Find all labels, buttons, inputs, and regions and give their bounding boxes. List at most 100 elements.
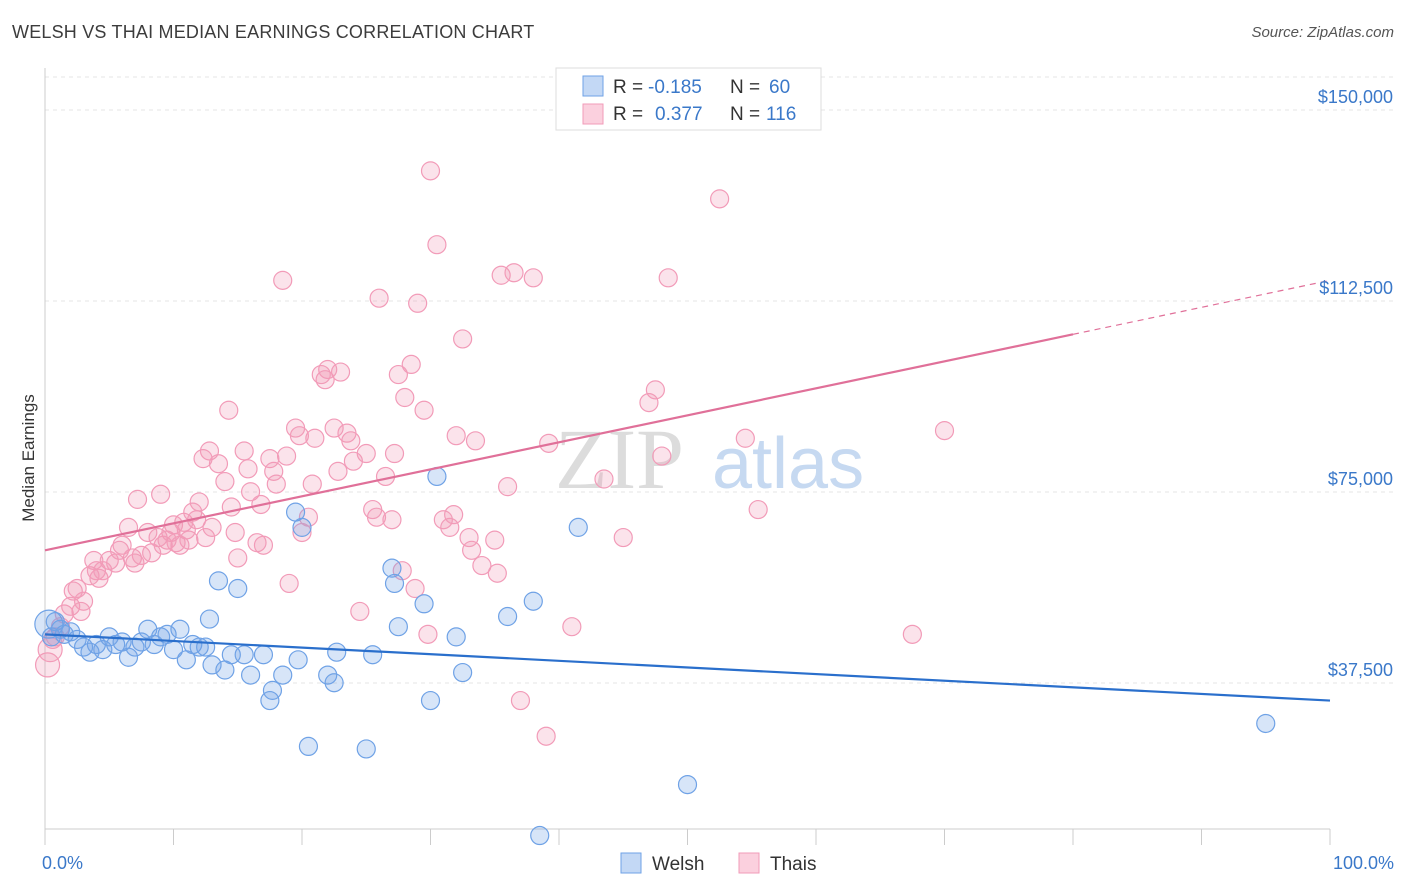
thais-point xyxy=(748,499,768,520)
thais-point xyxy=(127,489,148,509)
thais-point xyxy=(388,364,408,385)
thais-point xyxy=(193,449,213,469)
thais-point xyxy=(305,428,325,448)
welsh-point xyxy=(356,739,376,759)
thais-point xyxy=(34,652,61,678)
thais-point xyxy=(189,492,209,512)
thais-point xyxy=(179,530,199,550)
thais-trendline xyxy=(44,333,1074,552)
welsh-point xyxy=(420,690,441,711)
source-label: Source: ZipAtlas.com xyxy=(1251,24,1394,41)
welsh-point xyxy=(530,825,550,846)
thais-point xyxy=(382,510,402,530)
thais-points xyxy=(34,161,955,746)
watermark-zip: ZIP xyxy=(555,411,684,507)
welsh-point xyxy=(388,617,408,637)
thais-point xyxy=(330,362,351,382)
thais-point xyxy=(645,380,665,400)
welsh-point xyxy=(202,655,222,675)
thais-point xyxy=(366,507,387,527)
welsh-point xyxy=(170,619,190,639)
thais-point xyxy=(504,263,524,283)
thais-point xyxy=(228,548,248,568)
welsh-point xyxy=(228,578,248,599)
welsh-point xyxy=(363,645,383,665)
thais-point xyxy=(465,431,486,451)
thais-point xyxy=(151,484,171,504)
thais-point xyxy=(238,459,258,479)
welsh-point xyxy=(298,736,319,757)
thais-trendline-extension xyxy=(1072,279,1331,335)
thais-point xyxy=(536,726,556,746)
x-tick-right: 100.0% xyxy=(1333,853,1394,873)
welsh-point xyxy=(498,606,518,627)
legend-n-label-thais: N = xyxy=(730,104,760,125)
thais-point xyxy=(61,596,81,616)
thais-point xyxy=(311,364,331,385)
thais-point xyxy=(498,477,518,497)
welsh-point xyxy=(241,665,261,685)
thais-point xyxy=(273,270,293,290)
thais-point xyxy=(215,471,235,492)
y-axis-label: Median Earnings xyxy=(19,394,38,522)
thais-point xyxy=(427,235,447,255)
thais-point xyxy=(112,535,132,555)
y-tick-label: $75,000 xyxy=(1328,469,1393,489)
thais-point xyxy=(350,601,370,622)
thais-point xyxy=(298,507,319,527)
y-tick-label: $37,500 xyxy=(1328,660,1393,680)
legend-r-label-thais: R = xyxy=(613,104,643,125)
welsh-point xyxy=(118,647,139,667)
thais-point xyxy=(652,446,672,466)
thais-point xyxy=(302,474,322,494)
thais-point xyxy=(202,517,222,537)
thais-point xyxy=(408,293,428,313)
thais-point xyxy=(414,400,434,420)
welsh-point xyxy=(273,665,293,685)
thais-point xyxy=(276,446,297,466)
y-tick-label: $150,000 xyxy=(1318,87,1393,107)
thais-point xyxy=(453,329,473,349)
legend-swatch-welsh xyxy=(582,75,604,97)
chart-title: WELSH VS THAI MEDIAN EARNINGS CORRELATIO… xyxy=(12,22,535,42)
welsh-point xyxy=(324,673,344,693)
thais-point xyxy=(735,428,755,448)
thais-point xyxy=(485,530,505,550)
thais-point xyxy=(208,454,229,474)
grid-lines xyxy=(45,76,1395,684)
y-tick-label: $112,500 xyxy=(1319,278,1393,298)
legend-n-label-welsh: N = xyxy=(730,77,760,98)
thais-point xyxy=(523,268,543,288)
y-tick-labels: $37,500 $75,000 $112,500 $150,000 xyxy=(1318,87,1393,680)
thais-point xyxy=(341,431,361,451)
watermark-atlas: atlas xyxy=(712,424,864,504)
legend-r-label-welsh: R = xyxy=(613,77,643,98)
welsh-point xyxy=(327,642,347,662)
thais-point xyxy=(395,387,415,408)
thais-point xyxy=(401,354,421,374)
thais-point xyxy=(710,189,730,209)
thais-point xyxy=(219,400,239,420)
thais-point xyxy=(562,617,582,637)
thais-point xyxy=(324,418,344,438)
welsh-point xyxy=(523,591,543,611)
thais-point xyxy=(384,443,405,464)
thais-point xyxy=(234,441,254,461)
thais-point xyxy=(418,624,438,644)
thais-point xyxy=(253,535,274,555)
thais-point xyxy=(241,482,261,502)
legend-r-value-thais: 0.377 xyxy=(655,104,703,125)
top-legend: R = -0.185 N = 60 R = 0.377 N = 116 xyxy=(555,67,822,131)
welsh-point xyxy=(318,665,338,685)
thais-point xyxy=(289,426,310,446)
thais-point xyxy=(420,161,441,181)
welsh-point xyxy=(234,645,254,665)
bottom-legend-swatch-thais xyxy=(738,852,760,874)
welsh-point xyxy=(568,517,588,537)
thais-point xyxy=(487,563,507,583)
thais-point xyxy=(613,527,633,548)
bottom-legend: Welsh Thais xyxy=(620,852,816,875)
welsh-point xyxy=(253,645,274,665)
welsh-point xyxy=(199,609,220,629)
thais-point xyxy=(196,527,216,548)
